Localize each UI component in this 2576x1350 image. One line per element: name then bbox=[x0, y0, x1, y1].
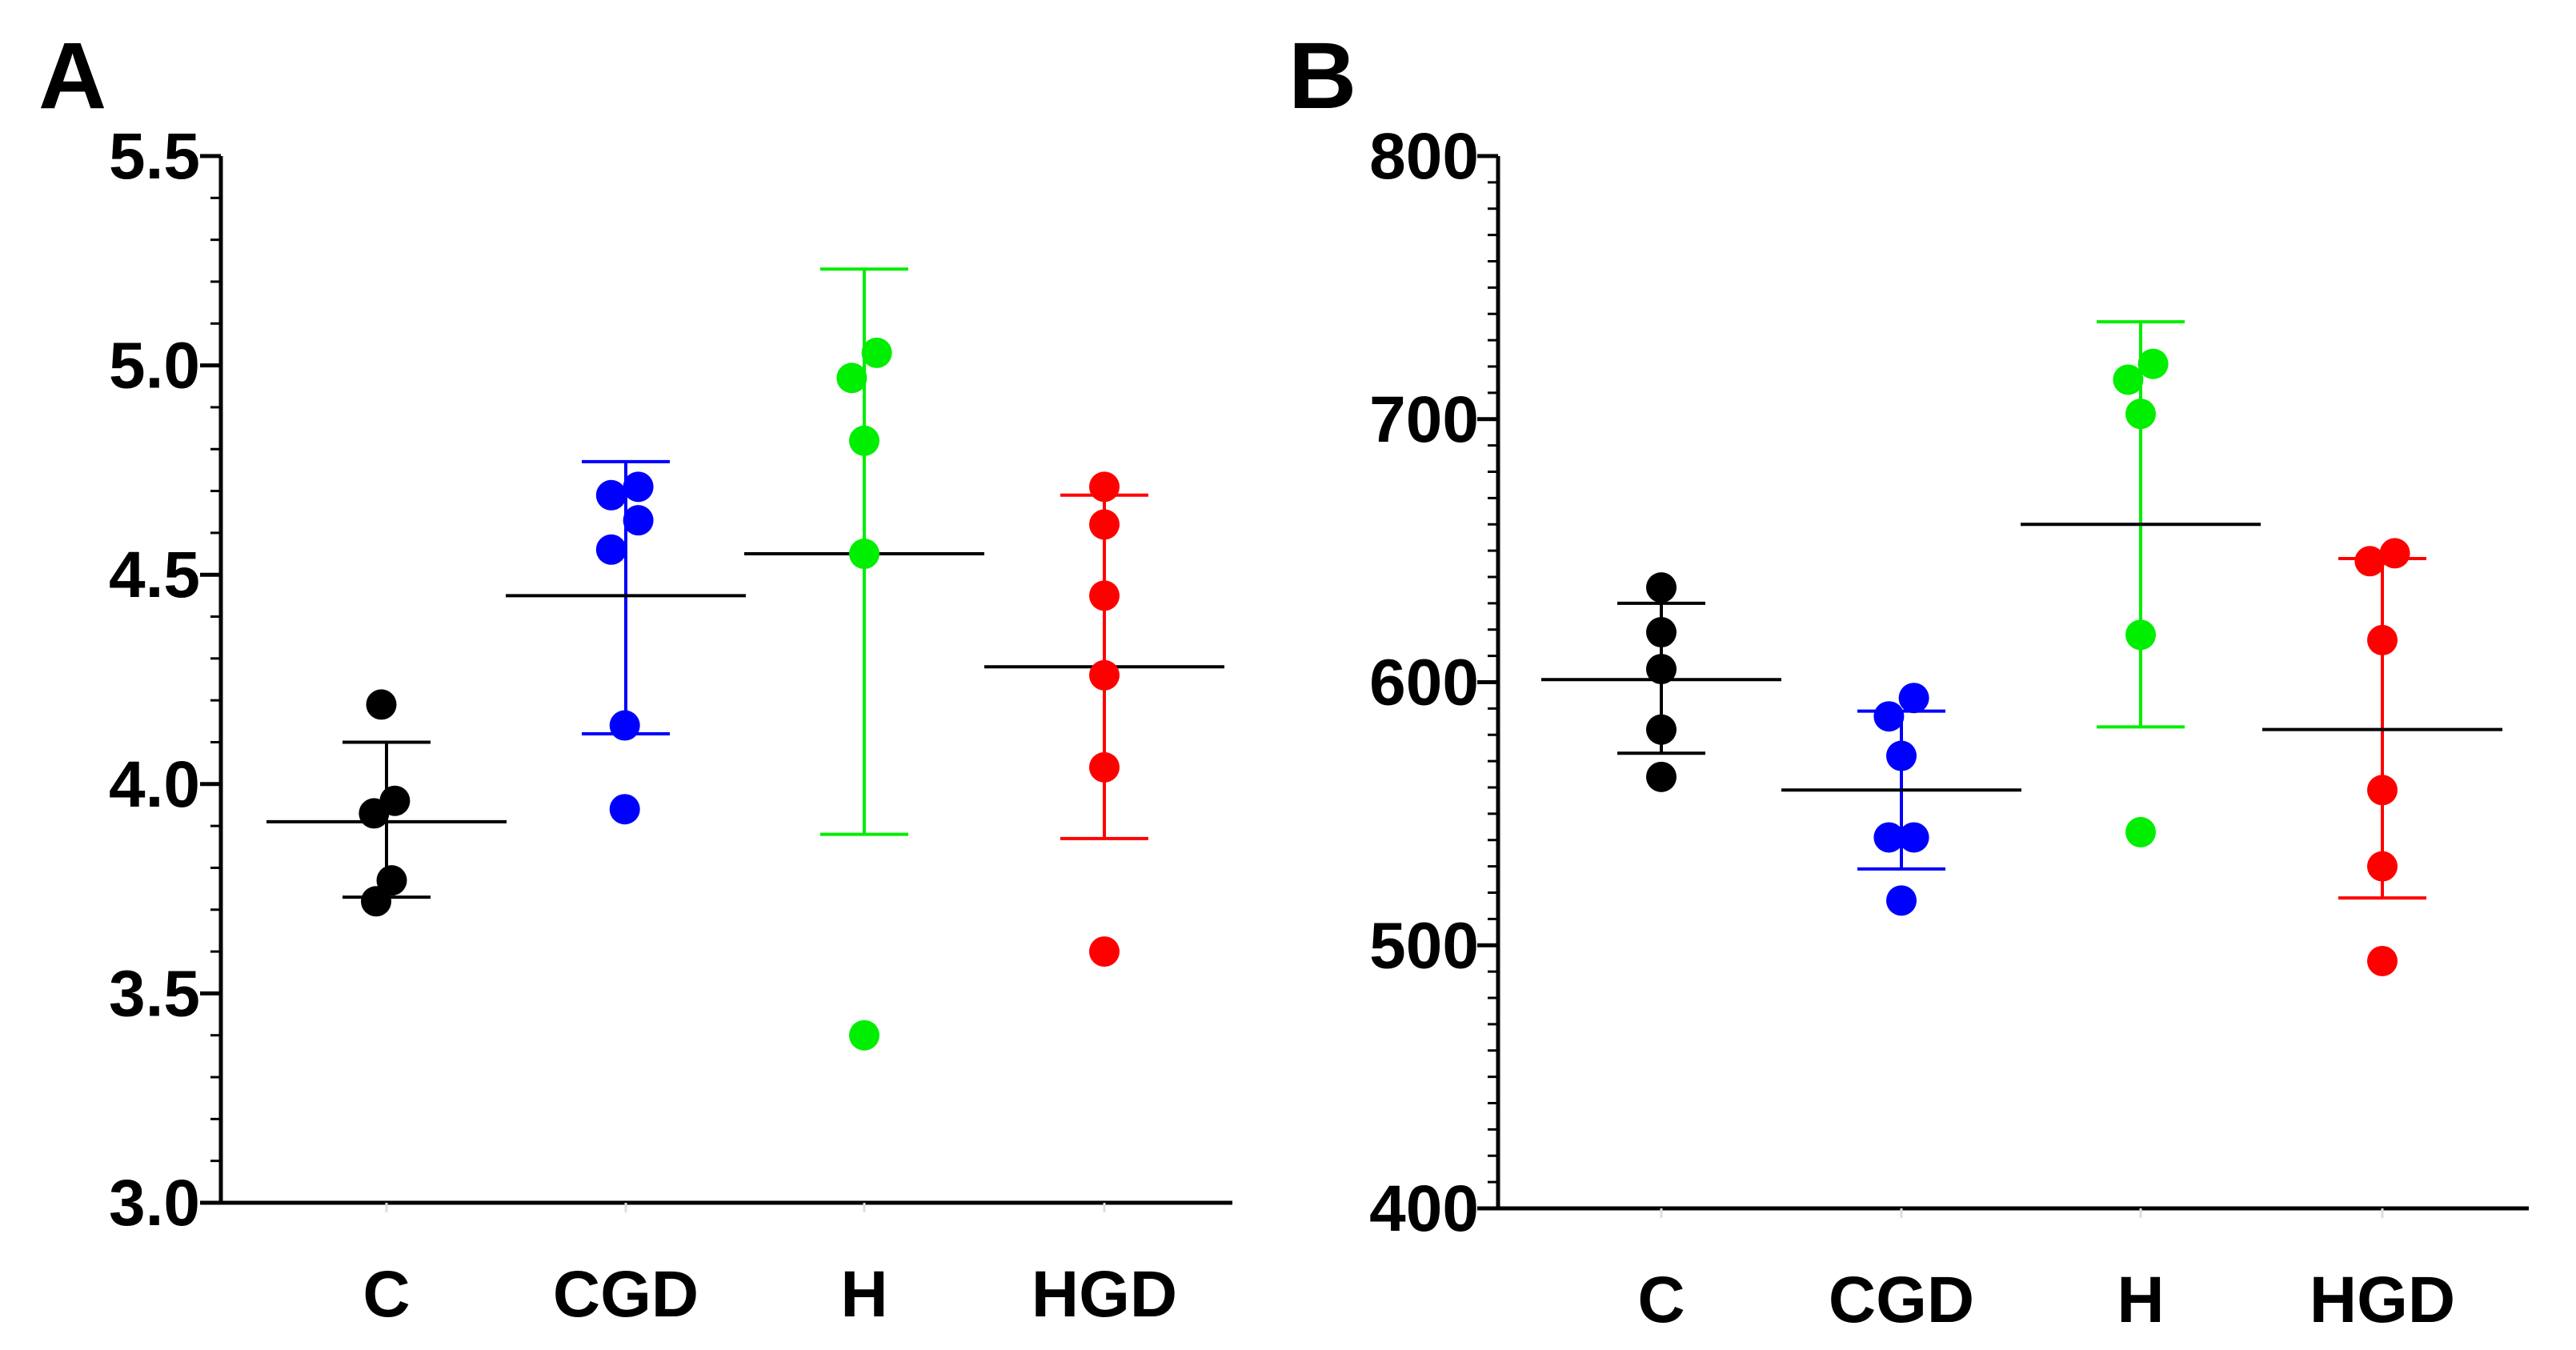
panel-b-series-h bbox=[2021, 320, 2261, 847]
data-point bbox=[2367, 945, 2398, 976]
data-point bbox=[2367, 624, 2398, 655]
panel-b-y-tick-label: 400 bbox=[1369, 1172, 1479, 1245]
data-point bbox=[361, 886, 391, 917]
data-point bbox=[1089, 659, 1120, 691]
data-point bbox=[2125, 399, 2156, 430]
data-point bbox=[1646, 714, 1677, 745]
data-point bbox=[1089, 471, 1120, 503]
data-point bbox=[1089, 936, 1120, 967]
data-point bbox=[379, 785, 411, 816]
panel-b-series-hgd bbox=[2262, 538, 2502, 976]
data-point bbox=[1089, 751, 1120, 783]
panel-a-y-tick-label: 3.5 bbox=[109, 957, 200, 1030]
panel-a-series-c bbox=[266, 689, 507, 917]
panel-b-y-tick-label: 600 bbox=[1369, 647, 1479, 719]
data-point bbox=[1873, 822, 1905, 853]
data-point bbox=[1646, 654, 1677, 685]
panel-b-x-tick-label: H bbox=[2117, 1264, 2164, 1336]
panel-a-y-tick-label: 5.5 bbox=[109, 120, 200, 193]
data-point bbox=[836, 363, 867, 394]
data-point bbox=[861, 337, 892, 368]
data-point bbox=[1886, 740, 1917, 771]
panel-a-y-tick-label: 3.0 bbox=[109, 1167, 200, 1240]
panel-a-y-tick-label: 4.0 bbox=[109, 748, 200, 821]
panel-b-series-c bbox=[1541, 572, 1781, 792]
panel-a-x-tick-label: H bbox=[840, 1258, 887, 1331]
data-point bbox=[1646, 572, 1677, 603]
data-point bbox=[849, 1020, 879, 1051]
data-point bbox=[623, 505, 654, 536]
data-point bbox=[366, 689, 397, 720]
panel-letter-b: B bbox=[1288, 23, 1356, 129]
panel-a-series-cgd bbox=[506, 459, 746, 825]
panel-a-plot: 3.0 3.5 4.0 4.5 5.0 5.5 C CGD H HGD bbox=[109, 120, 1232, 1331]
panel-b-x-tick-label: HGD bbox=[2310, 1264, 2455, 1336]
data-point bbox=[2354, 546, 2386, 577]
panel-b-series-cgd bbox=[1781, 683, 2021, 916]
data-point bbox=[2367, 851, 2398, 882]
panel-a-series-h bbox=[744, 267, 984, 1051]
data-point bbox=[1089, 580, 1120, 611]
data-point bbox=[1646, 617, 1677, 648]
data-point bbox=[849, 539, 879, 570]
panel-b-y-tick-label: 800 bbox=[1369, 120, 1479, 193]
data-point bbox=[609, 710, 640, 741]
data-point bbox=[2367, 775, 2398, 806]
data-point bbox=[1898, 822, 1929, 853]
panel-b-y-tick-label: 700 bbox=[1369, 383, 1479, 456]
data-point bbox=[595, 534, 627, 565]
data-point bbox=[1873, 701, 1905, 732]
data-point bbox=[2113, 364, 2144, 395]
data-point bbox=[1646, 761, 1677, 792]
data-point bbox=[1886, 885, 1917, 916]
panel-a-series-hgd bbox=[984, 471, 1224, 967]
data-point bbox=[1089, 509, 1120, 540]
panel-a-x-tick-label: CGD bbox=[553, 1258, 699, 1331]
panel-a-x-tick-label: C bbox=[363, 1258, 410, 1331]
panel-a-y-tick-label: 5.0 bbox=[109, 330, 200, 403]
panel-a-y-tick-label: 4.5 bbox=[109, 539, 200, 611]
panel-b-plot: 400 500 600 700 800 C CGD H HGD bbox=[1369, 120, 2529, 1336]
data-point bbox=[376, 865, 407, 896]
data-point bbox=[849, 425, 879, 456]
panel-letter-a: A bbox=[38, 23, 106, 129]
data-point bbox=[1898, 683, 1929, 714]
panel-b-x-tick-label: C bbox=[1637, 1264, 1685, 1336]
panel-a-x-tick-label: HGD bbox=[1032, 1258, 1177, 1331]
data-point bbox=[2137, 348, 2169, 379]
data-point bbox=[2125, 619, 2156, 651]
data-point bbox=[595, 479, 627, 511]
data-point bbox=[2125, 816, 2156, 847]
data-point bbox=[609, 794, 640, 825]
panel-b-x-tick-label: CGD bbox=[1829, 1264, 1974, 1336]
panel-b-y-tick-label: 500 bbox=[1369, 909, 1479, 982]
data-point bbox=[2379, 538, 2410, 569]
data-point bbox=[623, 471, 654, 503]
